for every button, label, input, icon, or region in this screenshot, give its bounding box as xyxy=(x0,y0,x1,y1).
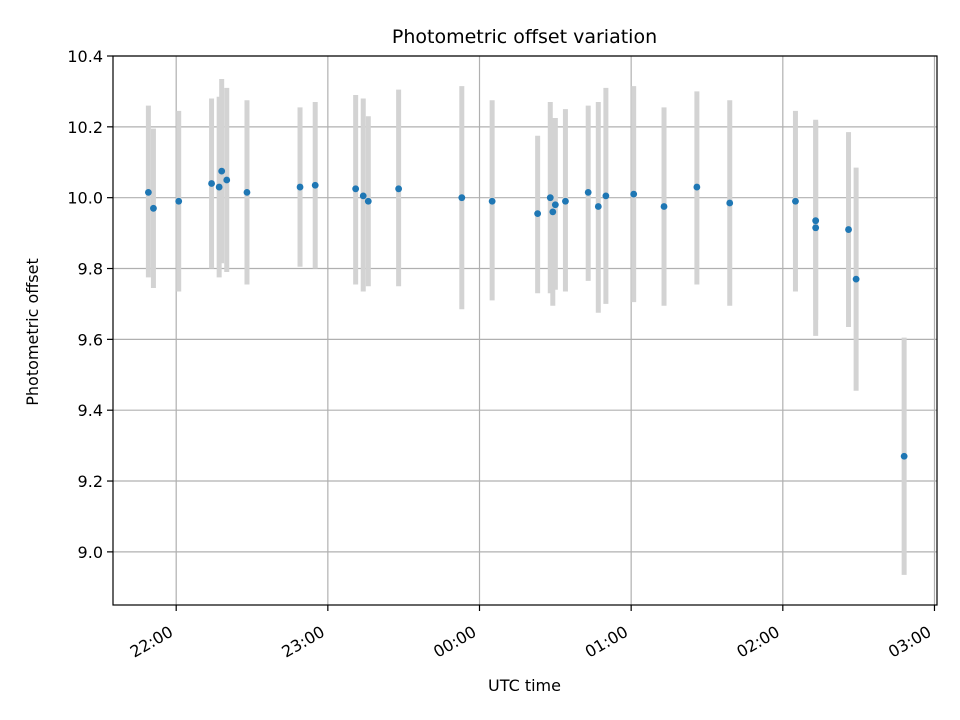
data-point xyxy=(726,199,734,207)
y-tick-label: 9.2 xyxy=(78,472,103,491)
data-point xyxy=(852,275,860,283)
data-point xyxy=(812,224,820,232)
data-point xyxy=(534,210,542,218)
data-point xyxy=(144,188,152,196)
y-tick-label: 9.6 xyxy=(78,330,103,349)
y-axis-label: Photometric offset xyxy=(23,258,42,406)
data-point xyxy=(243,188,251,196)
data-point xyxy=(812,217,820,225)
data-point xyxy=(562,197,569,205)
y-tick-label: 9.8 xyxy=(78,260,103,279)
data-point xyxy=(395,185,403,193)
data-points xyxy=(144,167,908,460)
data-point xyxy=(352,185,360,193)
y-axis-ticks: 9.0 9.2 9.4 9.6 9.8 10.0 10.2 10.4 xyxy=(67,47,113,562)
data-point xyxy=(546,194,554,202)
data-point xyxy=(900,452,908,460)
data-point xyxy=(296,183,304,191)
data-point xyxy=(584,188,592,196)
data-point xyxy=(594,203,602,210)
data-point xyxy=(215,183,223,191)
data-point xyxy=(551,201,559,209)
data-point xyxy=(208,180,215,187)
data-point xyxy=(311,181,319,189)
y-tick-label: 10.0 xyxy=(67,189,103,208)
y-tick-label: 9.0 xyxy=(78,543,103,562)
data-point xyxy=(359,192,367,200)
data-point xyxy=(218,167,226,175)
data-point xyxy=(458,194,466,202)
y-tick-label: 10.4 xyxy=(67,47,103,66)
data-point xyxy=(175,197,183,205)
y-tick-label: 10.2 xyxy=(67,118,103,137)
data-point xyxy=(693,183,701,191)
data-point xyxy=(845,226,852,233)
chart-title: Photometric offset variation xyxy=(392,26,657,48)
data-point xyxy=(364,197,372,205)
y-tick-label: 9.4 xyxy=(78,401,103,420)
data-point xyxy=(660,203,668,210)
data-point xyxy=(150,204,157,212)
plot-frame xyxy=(112,55,938,606)
x-axis-label: UTC time xyxy=(488,676,561,695)
data-point xyxy=(488,197,496,205)
data-point xyxy=(549,208,557,216)
data-point xyxy=(792,197,799,205)
data-point xyxy=(602,192,610,200)
data-point xyxy=(223,176,231,184)
data-point xyxy=(630,190,638,198)
